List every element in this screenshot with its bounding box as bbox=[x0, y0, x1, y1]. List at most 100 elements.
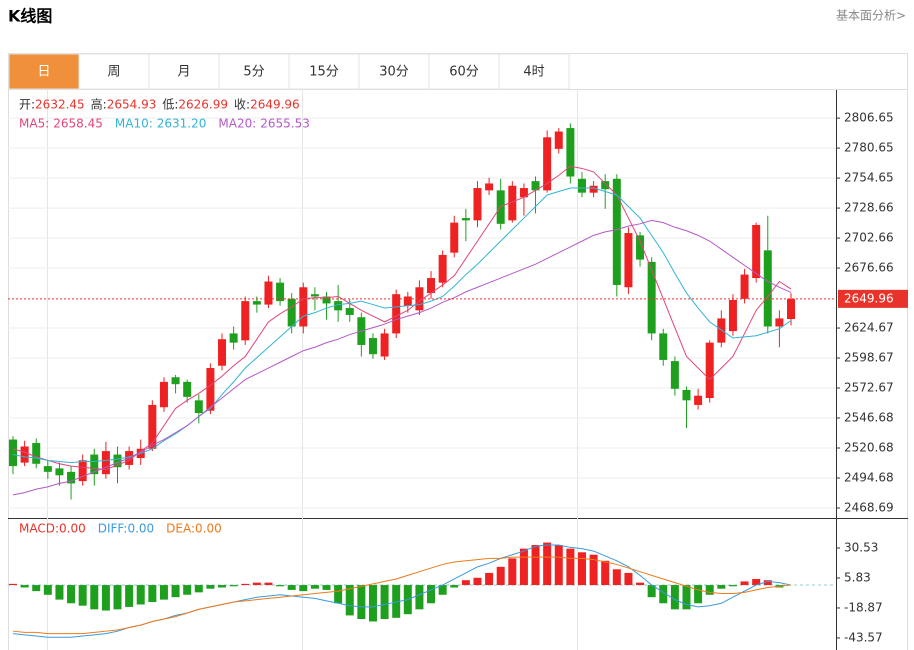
macd-bar bbox=[148, 585, 157, 603]
macd-bar bbox=[55, 585, 64, 600]
candle-body bbox=[543, 137, 552, 191]
candle-body bbox=[415, 287, 424, 311]
tab-label[interactable]: 15分 bbox=[309, 65, 339, 80]
candle-body bbox=[43, 466, 52, 472]
macd-bar bbox=[473, 577, 482, 586]
legend-text: MACD: bbox=[19, 522, 59, 536]
candle-body bbox=[159, 381, 168, 408]
page-title: K线图 bbox=[8, 7, 52, 26]
y-tick-label: 30.53 bbox=[844, 541, 878, 555]
macd-bar bbox=[415, 585, 424, 610]
tab[interactable] bbox=[288, 53, 360, 90]
legend-text: DEA: bbox=[166, 522, 195, 536]
candle-body bbox=[310, 294, 319, 297]
tab[interactable] bbox=[218, 53, 290, 90]
y-tick-label: -18.87 bbox=[844, 600, 883, 614]
macd-bar bbox=[519, 548, 528, 586]
macd-bar bbox=[310, 585, 319, 589]
tab-label[interactable]: 30分 bbox=[379, 65, 409, 80]
macd-bar bbox=[543, 542, 552, 586]
tab[interactable] bbox=[498, 53, 570, 90]
y-tick-label: 2780.65 bbox=[844, 141, 894, 155]
macd-bar bbox=[670, 585, 679, 610]
tab-label[interactable]: 月 bbox=[177, 65, 190, 80]
macd-bar bbox=[67, 585, 76, 604]
candle-body bbox=[647, 261, 656, 334]
y-tick-label: 2520.68 bbox=[844, 440, 894, 454]
candle-body bbox=[90, 454, 99, 475]
macd-bar bbox=[589, 554, 598, 586]
candle-body bbox=[334, 301, 343, 311]
tab-label[interactable]: 日 bbox=[37, 65, 50, 80]
last-price-label: 2649.96 bbox=[844, 291, 894, 305]
legend-text: 0.00 bbox=[195, 522, 222, 536]
tab[interactable] bbox=[8, 53, 80, 90]
legend-text: 低: bbox=[162, 98, 178, 112]
macd-bar bbox=[659, 585, 668, 604]
candle-body bbox=[101, 451, 110, 475]
ma-line bbox=[12, 165, 792, 471]
legend-text: 2655.53 bbox=[260, 117, 310, 131]
macd-bar bbox=[90, 585, 99, 610]
candle-body bbox=[775, 318, 784, 327]
macd-bar bbox=[450, 585, 459, 588]
candle-body bbox=[55, 468, 64, 476]
macd-bar bbox=[357, 585, 366, 620]
legend-text: 2631.20 bbox=[157, 117, 207, 131]
macd-bar bbox=[194, 585, 203, 593]
candle-body bbox=[508, 185, 517, 221]
tab[interactable] bbox=[428, 53, 500, 90]
legend-text: 高: bbox=[91, 97, 107, 112]
macd-bar bbox=[694, 585, 703, 604]
candle-body bbox=[531, 181, 540, 191]
candle-body bbox=[589, 185, 598, 193]
candle-body bbox=[252, 301, 261, 305]
macd-bar bbox=[705, 585, 714, 595]
legend-text: 2649.96 bbox=[250, 98, 300, 112]
candle-body bbox=[577, 178, 586, 193]
macd-bar bbox=[20, 585, 29, 588]
candle-body bbox=[206, 368, 215, 411]
tab-label[interactable]: 周 bbox=[107, 65, 120, 80]
macd-bar bbox=[577, 552, 586, 586]
candle-body bbox=[427, 278, 436, 294]
tab-label[interactable]: 5分 bbox=[243, 65, 264, 80]
macd-bar bbox=[427, 585, 436, 604]
y-tick-label: 2754.65 bbox=[844, 171, 894, 185]
candle-body bbox=[194, 400, 203, 414]
candle-body bbox=[601, 181, 610, 190]
macd-bar bbox=[368, 585, 377, 622]
last-price-box bbox=[838, 289, 908, 308]
candle-body bbox=[438, 254, 447, 283]
legend-text: 0.00 bbox=[127, 522, 154, 536]
candle-body bbox=[519, 188, 528, 198]
ma-line bbox=[12, 187, 792, 464]
y-tick-label: 2572.67 bbox=[844, 381, 894, 395]
macd-bar bbox=[264, 582, 273, 586]
candle-body bbox=[380, 333, 389, 357]
macd-bar bbox=[125, 585, 134, 607]
legend-text: 0.00 bbox=[59, 522, 86, 536]
macd-bar bbox=[183, 585, 192, 595]
candle-body bbox=[241, 301, 250, 341]
y-tick-label: 2702.66 bbox=[844, 231, 894, 245]
candle-body bbox=[485, 183, 494, 191]
macd-bar bbox=[159, 585, 168, 600]
macd-bar bbox=[113, 585, 122, 610]
macd-bar bbox=[496, 566, 505, 586]
macd-bar bbox=[206, 585, 215, 589]
candle-body bbox=[554, 131, 563, 149]
tab[interactable] bbox=[358, 53, 430, 90]
macd-bar bbox=[218, 585, 227, 588]
legend-text: 2632.45 bbox=[35, 98, 85, 112]
analysis-link[interactable]: 基本面分析> bbox=[836, 9, 906, 23]
tab-label[interactable]: 60分 bbox=[449, 65, 479, 80]
candle-body bbox=[113, 454, 122, 468]
macd-bar bbox=[32, 585, 41, 592]
y-tick-label: 2676.66 bbox=[844, 261, 894, 275]
date-dividers bbox=[47, 90, 578, 650]
candle-body bbox=[670, 361, 679, 389]
y-tick-label: 2624.67 bbox=[844, 321, 894, 335]
tab-label[interactable]: 4时 bbox=[523, 65, 544, 80]
candle-body bbox=[20, 446, 29, 463]
